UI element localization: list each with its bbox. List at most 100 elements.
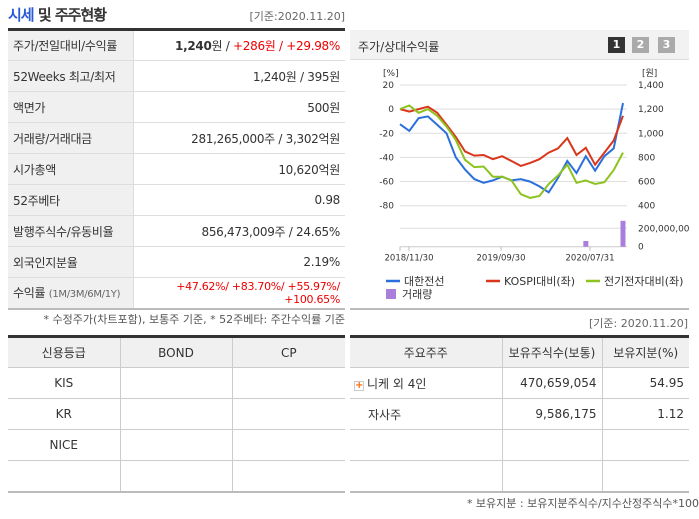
bond-cell — [120, 398, 233, 430]
table-row: KIS — [8, 367, 345, 399]
shares: 470,659,054 — [502, 367, 603, 399]
x-tick-label: 2020/07/31 — [566, 254, 615, 264]
y-left-tick-label: -60 — [379, 178, 394, 188]
row-label: 52Weeks 최고/최저 — [8, 60, 134, 92]
table-row: 52Weeks 최고/최저 1,240원 / 395원 — [8, 60, 345, 92]
y-left-tick-label: -40 — [379, 153, 394, 163]
column-header: 신용등급 — [8, 336, 121, 368]
right-axis-unit: [원] — [642, 68, 657, 79]
legend-label: 전기전자대비(좌) — [604, 275, 683, 288]
stake-pct: 1.12 — [602, 398, 689, 430]
y-right-tick-label: 1,000 — [638, 129, 664, 139]
as-of-date: [기준:2020.11.20] — [249, 10, 345, 23]
relative-return-chart: [%] [원] 20 1,400 0 1,200 -20 1,000 -40 800 -60 600 -… — [379, 68, 689, 301]
legend-label: 거래량 — [402, 288, 432, 301]
cp-cell — [232, 429, 345, 461]
volume-bar — [620, 220, 626, 247]
row-label: 발행주식수/유동비율 — [8, 215, 134, 247]
table-row: 외국인지분율 2.19% — [8, 246, 345, 278]
footnote: * 수정주가(차트포함), 보통주 기준, * 52주베타: 주간수익률 기준 — [43, 313, 345, 326]
volume-tick-label: 0 — [638, 243, 644, 253]
header-row: 신용등급 BOND CP — [8, 336, 345, 368]
column-header: BOND — [120, 336, 233, 368]
cp-cell — [232, 367, 345, 399]
table-row: NICE — [8, 429, 345, 461]
expand-icon[interactable]: + — [354, 379, 364, 391]
table-row: 자사주 9,586,175 1.12 — [350, 398, 689, 430]
shares: 9,586,175 — [502, 398, 603, 430]
price-unit: 원 / — [211, 39, 234, 53]
agency: KIS — [8, 367, 121, 399]
cp-cell — [232, 398, 345, 430]
table-row: 시가총액 10,620억원 — [8, 153, 345, 185]
bond-cell — [120, 460, 233, 492]
y-left-tick-label: -80 — [379, 202, 394, 212]
row-label: 시가총액 — [8, 153, 134, 185]
credit-rating-table: 신용등급 BOND CP KIS KR NICE — [8, 335, 345, 493]
chart-title: 주가/상대수익률 — [358, 40, 440, 54]
column-header: CP — [232, 336, 345, 368]
section-title: 시세 및 주주현황 — [8, 6, 107, 24]
agency — [8, 460, 121, 492]
x-tick-label: 2019/09/30 — [477, 254, 526, 264]
empty-cell — [602, 429, 689, 461]
bond-cell — [120, 367, 233, 399]
header-row: 주요주주 보유주식수(보통) 보유지분(%) — [350, 336, 689, 368]
holder-name-link[interactable]: 니케 외 4인 — [367, 376, 427, 391]
row-value: 10,620억원 — [133, 153, 345, 185]
column-header: 보유지분(%) — [602, 336, 689, 368]
price-summary-table: 주가/전일대비/수익률 1,240원 / +286원 / +29.98% 52We… — [8, 28, 345, 310]
row-value: 500원 — [133, 91, 345, 123]
holder-name: 자사주 — [350, 398, 503, 430]
empty-cell — [350, 429, 503, 461]
legend-label: KOSPI대비(좌) — [504, 275, 575, 288]
row-value: 856,473,009주 / 24.65% — [133, 215, 345, 247]
table-row — [350, 460, 689, 492]
y-right-tick-label: 800 — [638, 153, 655, 163]
table-row — [350, 429, 689, 461]
row-value: 1,240원 / 395원 — [133, 60, 345, 92]
as-of-date: [기준: 2020.11.20] — [588, 317, 688, 330]
x-tick-label: 2018/11/30 — [385, 254, 434, 264]
chart-header: 주가/상대수익률 1 2 3 — [350, 30, 689, 60]
series-line-0 — [399, 102, 624, 194]
table-row: 수익률 (1M/3M/6M/1Y) +47.62%/ +83.70%/ +55.9… — [8, 277, 345, 309]
table-row: 52주베타 0.98 — [8, 184, 345, 216]
series-line-2 — [399, 104, 624, 199]
empty-cell — [502, 429, 603, 461]
volume-bar — [583, 240, 589, 247]
price: 1,240 — [175, 39, 212, 53]
y-right-tick-label: 1,200 — [638, 105, 664, 115]
footnote: * 보유지분 : 보유지분주식수/지수산정주식수*100 — [466, 497, 699, 510]
table-row: 발행주식수/유동비율 856,473,009주 / 24.65% — [8, 215, 345, 247]
row-label: 주가/전일대비/수익률 — [8, 29, 134, 61]
price-change: +286원 / +29.98% — [233, 39, 340, 53]
row-value: 0.98 — [133, 184, 345, 216]
chart-page-3-button[interactable]: 3 — [658, 37, 675, 53]
table-row: 액면가 500원 — [8, 91, 345, 123]
column-header: 주요주주 — [350, 336, 503, 368]
y-left-tick-label: 0 — [388, 105, 394, 115]
y-right-tick-label: 600 — [638, 178, 655, 188]
legend-label: 대한전선 — [404, 275, 444, 288]
table-row: 주가/전일대비/수익률 1,240원 / +286원 / +29.98% — [8, 29, 345, 61]
row-value: +47.62%/ +83.70%/ +55.97%/ +100.65% — [133, 277, 345, 309]
agency: NICE — [8, 429, 121, 461]
table-row: 거래량/거래대금 281,265,000주 / 3,302억원 — [8, 122, 345, 154]
row-label: 수익률 (1M/3M/6M/1Y) — [8, 277, 134, 309]
label-sub: (1M/3M/6M/1Y) — [48, 289, 121, 301]
table-row: KR — [8, 398, 345, 430]
label-text: 수익률 — [13, 286, 46, 301]
left-axis-unit: [%] — [383, 69, 399, 79]
chart-page-2-button[interactable]: 2 — [632, 37, 649, 53]
chart-page-1-button[interactable]: 1 — [608, 37, 625, 53]
row-label: 액면가 — [8, 91, 134, 123]
series-line-1 — [399, 105, 624, 167]
row-value: 281,265,000주 / 3,302억원 — [133, 122, 345, 154]
row-label: 거래량/거래대금 — [8, 122, 134, 154]
agency: KR — [8, 398, 121, 430]
cp-cell — [232, 460, 345, 492]
column-header: 보유주식수(보통) — [502, 336, 603, 368]
empty-cell — [350, 460, 503, 492]
holder-name: + 니케 외 4인 — [350, 367, 503, 399]
